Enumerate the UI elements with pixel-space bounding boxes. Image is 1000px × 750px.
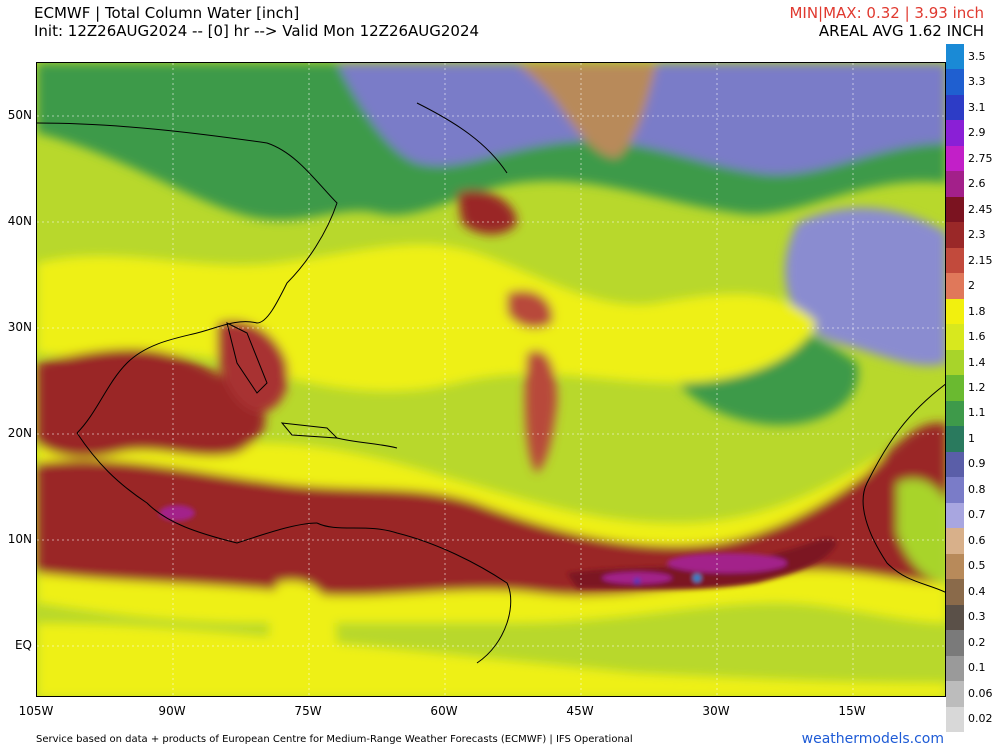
colorbar-level-label: 0.9	[968, 457, 986, 471]
colorbar-level-label: 2.6	[968, 177, 986, 191]
colorbar-swatch	[946, 273, 964, 300]
colorbar-swatch	[946, 630, 964, 657]
colorbar-level-label: 1.1	[968, 406, 986, 420]
colorbar-swatch	[946, 553, 964, 580]
colorbar-level-label: 1	[968, 431, 975, 445]
lon-label: 60W	[430, 704, 458, 718]
lat-label: EQ	[14, 638, 32, 652]
total-column-water-map	[36, 62, 946, 697]
colorbar-level-label: 2.45	[968, 202, 993, 216]
colorbar-swatch	[946, 171, 964, 198]
colorbar-level-label: 0.02	[968, 712, 993, 726]
colorbar-level-label: 2	[968, 279, 975, 293]
colorbar-swatch	[946, 69, 964, 96]
colorbar-swatch	[946, 502, 964, 529]
colorbar-level-label: 0.1	[968, 661, 986, 675]
lat-label: 30N	[7, 320, 32, 334]
colorbar-level-label: 0.3	[968, 610, 986, 624]
colorbar-swatch	[946, 426, 964, 453]
colorbar-swatch	[946, 375, 964, 402]
colorbar-swatch	[946, 324, 964, 351]
colorbar-level-label: 0.06	[968, 686, 993, 700]
colorbar-swatch	[946, 247, 964, 274]
colorbar-level-label: 2.15	[968, 253, 993, 267]
colorbar-swatch	[946, 298, 964, 325]
colorbar-swatch	[946, 44, 964, 70]
colorbar-swatch	[946, 681, 964, 707]
lat-label: 40N	[7, 214, 32, 228]
colorbar-swatch	[946, 145, 964, 172]
colorbar-level-label: 1.8	[968, 304, 986, 318]
colorbar-swatch	[946, 451, 964, 478]
colorbar-level-label: 3.5	[968, 49, 986, 63]
colorbar-swatch	[946, 579, 964, 606]
min-max-readout: MIN|MAX: 0.32 | 3.93 inch	[789, 4, 984, 22]
colorbar-level-label: 3.3	[968, 75, 986, 89]
colorbar-swatch	[946, 528, 964, 555]
colorbar-level-label: 0.8	[968, 482, 986, 496]
lon-label: 90W	[158, 704, 186, 718]
colorbar-level-label: 0.6	[968, 533, 986, 547]
lon-label: 45W	[566, 704, 594, 718]
lon-label: 30W	[702, 704, 730, 718]
lon-label: 105W	[18, 704, 54, 718]
map-field-svg	[37, 63, 945, 696]
colorbar-swatch	[946, 400, 964, 427]
colorbar-level-label: 0.2	[968, 635, 986, 649]
lat-label: 20N	[7, 426, 32, 440]
colorbar-level-label: 1.2	[968, 381, 986, 394]
colorbar-swatch	[946, 222, 964, 249]
colorbar-swatch	[946, 94, 964, 121]
init-valid-time: Init: 12Z26AUG2024 -- [0] hr --> Valid M…	[34, 22, 480, 40]
lat-label: 10N	[7, 532, 32, 546]
chart-title: ECMWF | Total Column Water [inch]	[34, 4, 300, 22]
colorbar-level-label: 3.1	[968, 100, 986, 114]
colorbar-level-label: 0.4	[968, 584, 986, 598]
lon-label: 15W	[838, 704, 866, 718]
colorbar-swatch	[946, 477, 964, 504]
colorbar-level-label: 0.7	[968, 508, 986, 522]
colorbar-swatch	[946, 196, 964, 223]
lon-label: 75W	[294, 704, 322, 718]
colorbar-level-label: 1.6	[968, 330, 986, 344]
colorbar-swatch	[946, 706, 964, 733]
colorbar-swatch	[946, 604, 964, 631]
colorbar-level-label: 2.9	[968, 126, 986, 140]
colorbar-level-label: 2.75	[968, 151, 993, 165]
colorbar-level-label: 0.5	[968, 559, 986, 573]
lat-label: 50N	[7, 108, 32, 122]
areal-average-readout: AREAL AVG 1.62 INCH	[818, 22, 984, 40]
colorbar-level-label: 2.3	[968, 228, 986, 242]
colorbar-swatch	[946, 655, 964, 682]
colorbar	[946, 44, 964, 733]
graticule	[37, 63, 945, 696]
colorbar-swatch	[946, 120, 964, 147]
colorbar-level-label: 1.4	[968, 355, 986, 369]
colorbar-swatch	[946, 349, 964, 376]
site-link[interactable]: weathermodels.com	[801, 731, 944, 747]
coastlines	[37, 102, 945, 664]
data-credit: Service based on data + products of Euro…	[36, 734, 633, 745]
